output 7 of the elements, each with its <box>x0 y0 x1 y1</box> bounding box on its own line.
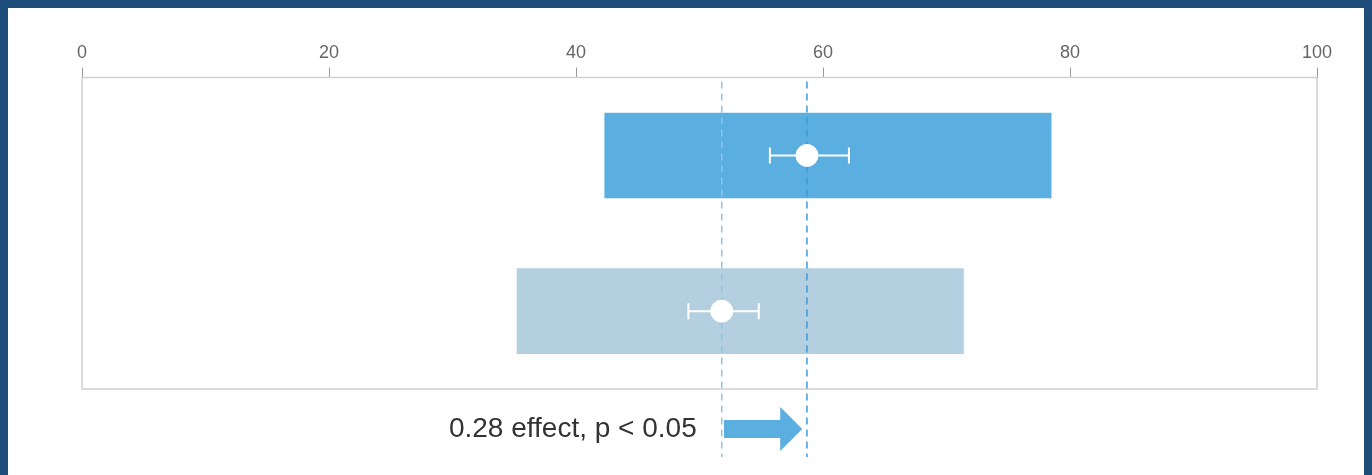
x-tick-label: 80 <box>1059 41 1081 62</box>
x-tick-label: 60 <box>812 41 834 62</box>
x-tick-label: 100 <box>1301 41 1333 62</box>
annotation: 0.28 effect, p < 0.05 <box>448 411 697 443</box>
x-tick-label: 20 <box>318 41 340 62</box>
x-tick-label: 40 <box>565 41 587 62</box>
x-tick-label: 0 <box>76 41 88 62</box>
